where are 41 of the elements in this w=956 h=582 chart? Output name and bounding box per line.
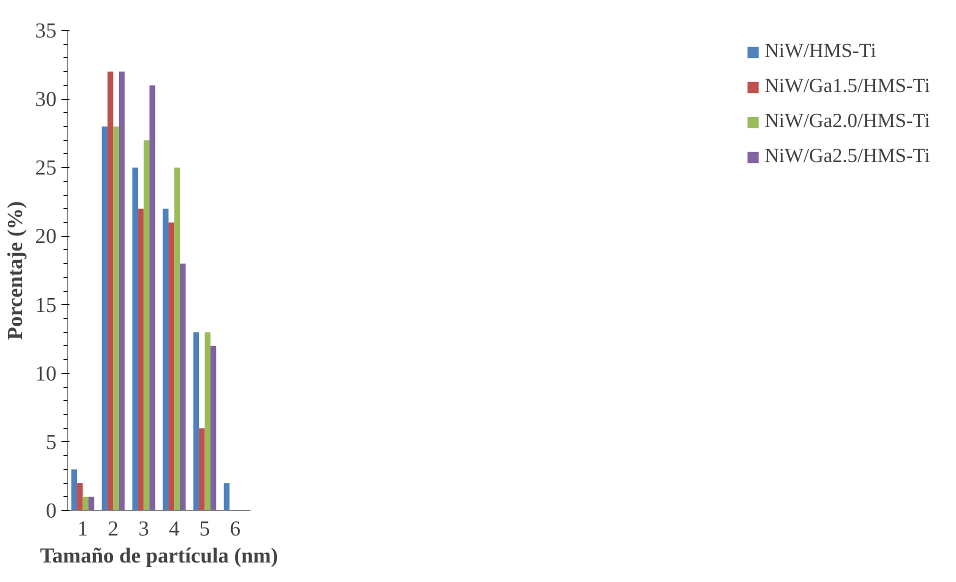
bar: [71, 469, 78, 510]
bar: [168, 222, 174, 510]
bar: [224, 483, 230, 510]
x-tick-label: 2: [108, 516, 119, 540]
legend-label: NiW/Ga2.5/HMS-Ti: [764, 145, 930, 168]
x-tick-label: 3: [138, 516, 150, 540]
bar: [132, 168, 138, 510]
bar: [77, 483, 83, 510]
legend-label: NiW/Ga1.5/HMS-Ti: [764, 75, 930, 98]
bar: [180, 264, 186, 510]
y-tick-label: 0: [46, 498, 57, 522]
x-tick-label: 1: [77, 516, 88, 540]
bar: [144, 140, 150, 510]
y-tick-label: 30: [35, 87, 56, 112]
bar: [88, 496, 94, 510]
bar: [102, 126, 108, 510]
legend-label: NiW/Ga2.0/HMS-Ti: [764, 110, 930, 133]
y-tick-label: 35: [35, 18, 56, 42]
bar: [204, 332, 210, 510]
bar: [113, 126, 119, 510]
bar: [118, 72, 125, 510]
x-tick-label: 5: [199, 516, 210, 540]
bar: [108, 72, 114, 510]
legend-label: NiW/HMS-Ti: [764, 40, 876, 63]
y-tick-label: 15: [35, 292, 56, 317]
x-tick-label: 4: [168, 516, 180, 540]
y-tick-label: 10: [35, 361, 56, 386]
y-tick-label: 25: [35, 156, 56, 180]
bar: [193, 332, 200, 510]
bar: [82, 496, 88, 510]
bar: [174, 168, 180, 510]
x-axis-title: Tamaño de partícula (nm): [40, 544, 278, 568]
y-axis-title: Porcentaje (%): [3, 201, 28, 340]
y-tick-label: 20: [35, 224, 56, 248]
bar: [149, 85, 156, 510]
x-tick-label: 6: [230, 516, 241, 540]
bar: [162, 208, 169, 510]
bar: [199, 428, 205, 510]
y-tick-label: 5: [46, 430, 57, 454]
bar: [138, 208, 144, 510]
bar: [210, 346, 216, 510]
